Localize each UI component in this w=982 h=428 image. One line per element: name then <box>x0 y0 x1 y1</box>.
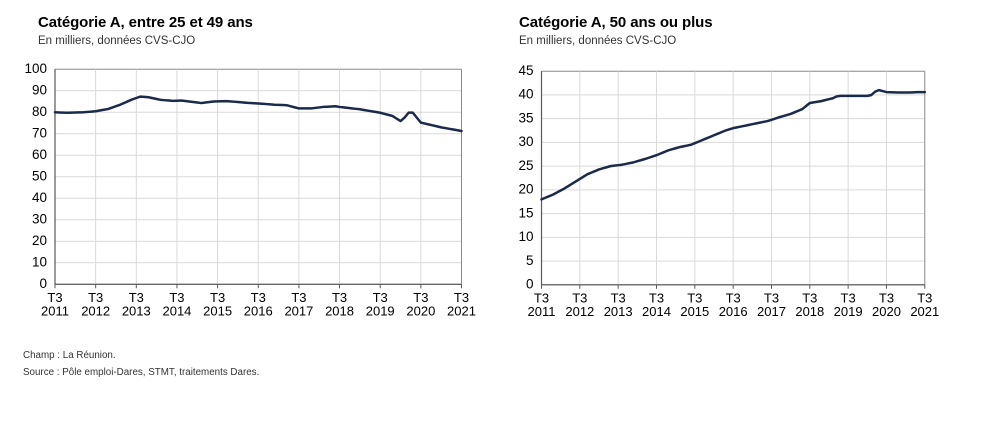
svg-text:2012: 2012 <box>81 303 110 318</box>
svg-text:2020: 2020 <box>872 304 901 319</box>
svg-text:2016: 2016 <box>244 303 273 318</box>
svg-text:2013: 2013 <box>604 304 633 319</box>
svg-text:2014: 2014 <box>642 304 671 319</box>
svg-text:40: 40 <box>518 87 533 102</box>
svg-text:70: 70 <box>32 126 47 141</box>
svg-text:2020: 2020 <box>406 303 435 318</box>
svg-text:20: 20 <box>518 182 533 197</box>
svg-text:10: 10 <box>518 229 533 244</box>
svg-text:0: 0 <box>39 276 47 291</box>
svg-text:2018: 2018 <box>795 304 824 319</box>
svg-text:80: 80 <box>32 104 47 119</box>
svg-text:2017: 2017 <box>757 304 786 319</box>
svg-text:2019: 2019 <box>366 303 395 318</box>
svg-text:0: 0 <box>526 277 534 292</box>
svg-text:2015: 2015 <box>680 304 709 319</box>
svg-text:90: 90 <box>32 83 47 98</box>
svg-text:2011: 2011 <box>528 304 556 319</box>
svg-text:2021: 2021 <box>910 304 939 319</box>
svg-text:2013: 2013 <box>122 303 151 318</box>
svg-text:30: 30 <box>32 212 47 227</box>
svg-text:5: 5 <box>526 253 534 268</box>
svg-text:35: 35 <box>518 110 533 125</box>
svg-text:2012: 2012 <box>565 304 594 319</box>
svg-text:30: 30 <box>518 134 533 149</box>
svg-text:2014: 2014 <box>162 303 191 318</box>
svg-text:40: 40 <box>32 190 47 205</box>
svg-text:60: 60 <box>32 147 47 162</box>
svg-text:2016: 2016 <box>719 304 748 319</box>
svg-text:20: 20 <box>32 233 47 248</box>
svg-text:10: 10 <box>32 255 47 270</box>
svg-text:50: 50 <box>32 169 47 184</box>
svg-text:2019: 2019 <box>834 304 863 319</box>
svg-text:2011: 2011 <box>41 303 69 318</box>
svg-text:100: 100 <box>24 61 47 76</box>
svg-text:45: 45 <box>518 63 533 78</box>
svg-text:2018: 2018 <box>325 303 354 318</box>
svg-text:2021: 2021 <box>447 303 476 318</box>
svg-text:15: 15 <box>518 205 533 220</box>
svg-text:2015: 2015 <box>203 303 232 318</box>
svg-text:25: 25 <box>518 158 533 173</box>
svg-text:2017: 2017 <box>284 303 313 318</box>
